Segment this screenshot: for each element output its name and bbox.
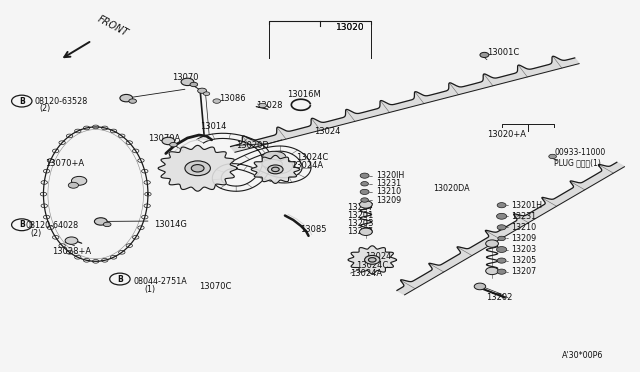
Text: FRONT: FRONT	[96, 14, 130, 38]
Polygon shape	[230, 56, 579, 152]
Circle shape	[548, 154, 556, 159]
Circle shape	[486, 267, 499, 275]
Text: 13085: 13085	[300, 225, 326, 234]
Text: 13205: 13205	[347, 227, 373, 236]
Circle shape	[190, 82, 198, 87]
Text: B: B	[19, 97, 25, 106]
Circle shape	[497, 269, 506, 274]
Text: (2): (2)	[40, 104, 51, 113]
Circle shape	[360, 228, 372, 235]
Text: 13024: 13024	[314, 127, 340, 136]
Text: (2): (2)	[31, 229, 42, 238]
Text: 13202: 13202	[486, 293, 512, 302]
Text: 08044-2751A: 08044-2751A	[134, 278, 188, 286]
Circle shape	[480, 52, 489, 58]
Text: 13020: 13020	[336, 23, 365, 32]
Text: 13205: 13205	[511, 256, 536, 265]
Text: 13024A: 13024A	[351, 269, 383, 278]
Circle shape	[170, 142, 177, 147]
Circle shape	[129, 99, 136, 103]
Circle shape	[213, 99, 221, 103]
Circle shape	[497, 213, 507, 219]
Circle shape	[120, 94, 132, 102]
Text: 13070: 13070	[172, 73, 198, 82]
Polygon shape	[348, 246, 396, 274]
Circle shape	[360, 173, 369, 178]
Text: 13024A: 13024A	[291, 161, 323, 170]
Text: 13086: 13086	[220, 94, 246, 103]
Text: 13024C: 13024C	[296, 153, 328, 162]
Text: 00933-11000: 00933-11000	[554, 148, 605, 157]
Text: 13020DA: 13020DA	[433, 185, 470, 193]
Circle shape	[369, 258, 376, 262]
Circle shape	[365, 256, 380, 264]
Text: 13070+A: 13070+A	[45, 159, 84, 169]
Circle shape	[65, 237, 78, 244]
Circle shape	[181, 78, 194, 86]
Text: 13014: 13014	[200, 122, 227, 131]
Circle shape	[361, 182, 369, 186]
Ellipse shape	[264, 158, 292, 174]
Text: 1320lH: 1320lH	[376, 171, 404, 180]
Text: 13070A: 13070A	[148, 134, 180, 143]
Text: 13020+A: 13020+A	[487, 130, 526, 139]
Text: 13203: 13203	[347, 219, 373, 228]
Text: 13207: 13207	[511, 267, 536, 276]
Text: 13210: 13210	[511, 223, 536, 232]
Text: 13020: 13020	[336, 23, 365, 32]
Text: 13024C: 13024C	[356, 260, 388, 269]
Text: 13207: 13207	[347, 203, 373, 212]
Text: 13020D: 13020D	[236, 141, 269, 150]
Text: 13016M: 13016M	[287, 90, 321, 99]
Text: 13024: 13024	[365, 252, 391, 262]
Text: PLUG プラグ(1): PLUG プラグ(1)	[554, 158, 602, 168]
Circle shape	[198, 88, 207, 93]
Text: 13231: 13231	[511, 212, 536, 221]
Circle shape	[486, 240, 499, 247]
Circle shape	[497, 225, 506, 230]
Circle shape	[360, 201, 372, 208]
Circle shape	[360, 189, 369, 195]
Circle shape	[204, 92, 210, 96]
Circle shape	[95, 218, 107, 225]
Text: 08120-64028: 08120-64028	[26, 221, 79, 230]
Circle shape	[497, 258, 506, 263]
Text: (1): (1)	[144, 285, 156, 294]
Text: B: B	[19, 220, 25, 229]
Polygon shape	[397, 162, 625, 295]
Text: 13070C: 13070C	[199, 282, 231, 291]
Circle shape	[474, 283, 486, 290]
Text: 13028: 13028	[256, 101, 283, 110]
Circle shape	[498, 236, 506, 241]
Circle shape	[103, 222, 111, 227]
Text: 08120-63528: 08120-63528	[35, 97, 88, 106]
Text: 13203: 13203	[511, 245, 536, 254]
Circle shape	[191, 164, 204, 172]
Text: 13210: 13210	[376, 187, 401, 196]
Ellipse shape	[262, 160, 282, 168]
Text: A'30*00P6: A'30*00P6	[562, 351, 604, 360]
Text: 13028+A: 13028+A	[52, 247, 92, 256]
Circle shape	[72, 176, 87, 185]
Text: 13209: 13209	[376, 196, 401, 205]
Circle shape	[162, 137, 175, 145]
Text: 13231: 13231	[376, 179, 401, 188]
Circle shape	[268, 165, 283, 174]
Text: 13201: 13201	[347, 211, 373, 220]
Circle shape	[271, 167, 279, 171]
Polygon shape	[251, 155, 300, 183]
Circle shape	[497, 247, 507, 253]
Text: B: B	[117, 275, 123, 283]
Circle shape	[68, 182, 79, 188]
Polygon shape	[158, 145, 237, 191]
Circle shape	[497, 203, 506, 208]
Circle shape	[259, 103, 266, 108]
Text: 13001C: 13001C	[487, 48, 519, 57]
Circle shape	[361, 198, 369, 202]
Text: 13201H: 13201H	[511, 201, 542, 210]
Text: 13014G: 13014G	[154, 220, 187, 229]
Text: 13209: 13209	[511, 234, 536, 243]
Circle shape	[185, 161, 211, 176]
Ellipse shape	[262, 151, 285, 161]
